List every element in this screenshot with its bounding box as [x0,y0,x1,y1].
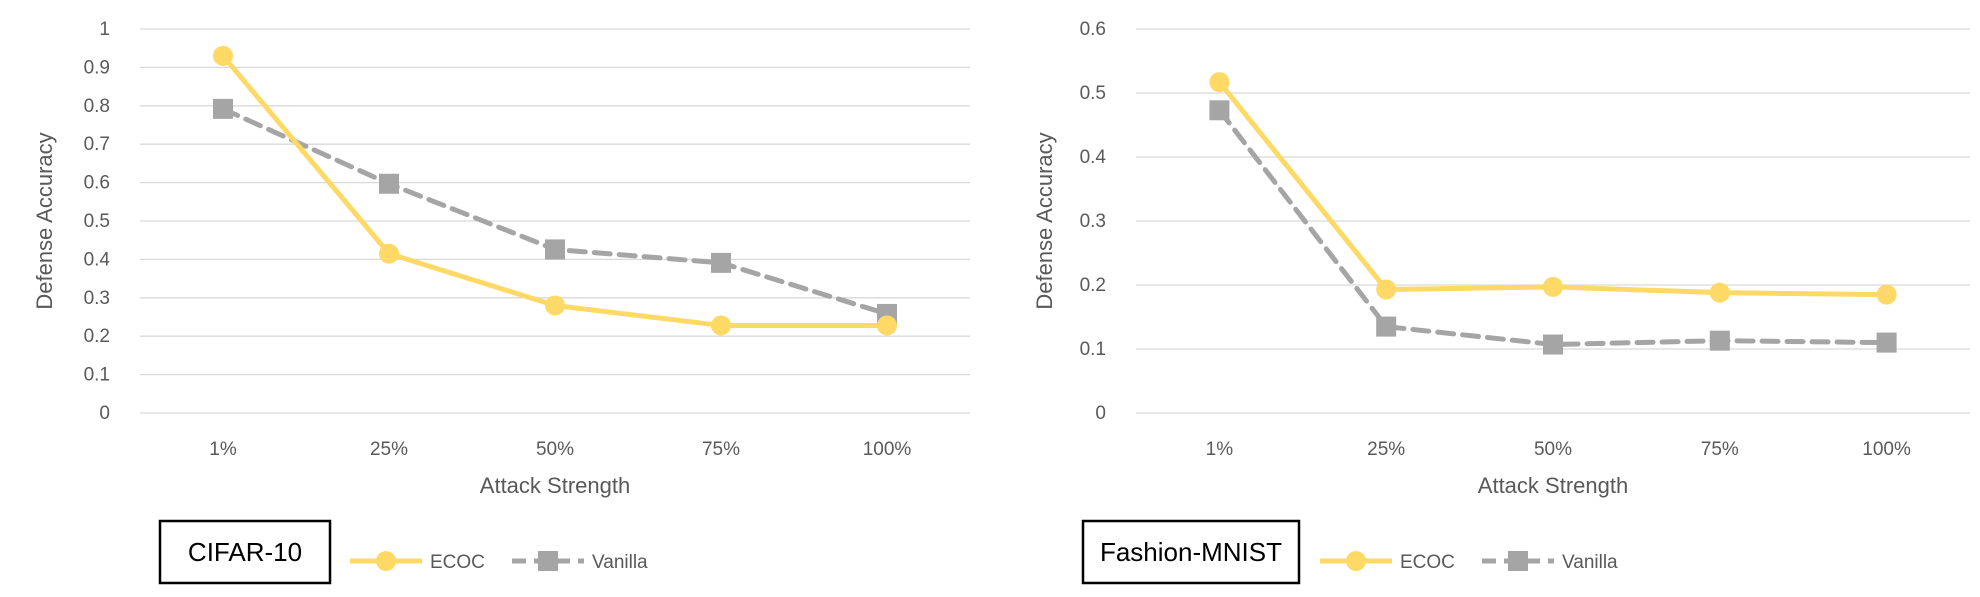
data-point-ecoc-100pct [1876,284,1897,305]
y-axis-title: Defense Accuracy [32,132,57,309]
dataset-label: CIFAR-10 [188,537,302,567]
legend-label-vanilla: Vanilla [1562,552,1618,573]
y-tick-label: 0.2 [84,326,110,347]
series-line-ecoc [1216,79,1890,298]
legend-marker-ecoc [1346,551,1366,571]
data-point-ecoc-100pct [877,315,897,336]
y-tick-label: 0.6 [84,173,110,194]
y-tick-label: 0.1 [84,365,110,386]
x-tick-label: 1% [209,439,237,460]
data-point-ecoc-1pct [1209,72,1230,93]
data-point-vanilla-75pct [1709,330,1730,351]
y-tick-label: 1 [99,19,110,40]
data-point-vanilla-1pct [1209,100,1230,121]
data-point-ecoc-1pct [213,45,233,66]
x-tick-label: 25% [370,439,408,460]
y-tick-label: 0.3 [84,288,110,309]
legend-label-ecoc: ECOC [430,552,485,573]
y-tick-label: 0.5 [1080,83,1106,104]
x-tick-label: 1% [1206,439,1234,460]
data-point-ecoc-50pct [545,295,565,316]
y-tick-label: 0.2 [1080,275,1106,296]
data-point-vanilla-50pct [545,239,565,260]
data-point-ecoc-25pct [1376,279,1397,300]
legend-marker-vanilla [1508,551,1528,571]
series-line-ecoc [220,53,890,328]
data-point-vanilla-25pct [379,173,399,194]
y-tick-label: 0.5 [84,211,110,232]
series-line-vanilla [1216,107,1890,348]
y-tick-label: 0.4 [1080,147,1107,168]
legend-marker-ecoc [376,551,396,571]
dataset-label: Fashion-MNIST [1100,537,1282,567]
y-tick-label: 0.4 [84,249,111,270]
dataset-label-box [158,519,332,585]
x-tick-label: 25% [1367,439,1405,460]
y-tick-label: 0.6 [1080,19,1106,40]
series-line-vanilla [220,106,890,317]
y-tick-label: 0 [99,403,110,424]
y-tick-label: 0.8 [84,96,110,117]
data-point-vanilla-50pct [1543,334,1563,355]
x-tick-label: 75% [702,439,740,460]
x-tick-label: 100% [863,439,912,460]
dataset-label-box [1081,519,1301,585]
y-tick-label: 0.3 [1080,211,1106,232]
legend-label-ecoc: ECOC [1400,552,1455,573]
chart-panel-fashion-mnist: 0 0.1 0.2 0.3 0.4 0.5 0.6 1% 25% 50% 75% 100% Attack… [1032,19,1970,585]
x-axis-title: Attack Strength [1478,473,1628,498]
y-tick-label: 0.9 [84,57,110,78]
legend-label-vanilla: Vanilla [592,552,648,573]
data-point-ecoc-25pct [379,243,399,264]
data-point-vanilla-75pct [711,252,731,273]
legend-marker-vanilla [538,551,558,571]
data-point-ecoc-75pct [1709,282,1730,303]
data-point-vanilla-25pct [1376,316,1397,337]
x-tick-label: 75% [1701,439,1739,460]
data-point-ecoc-75pct [711,315,731,336]
data-point-vanilla-100pct [1876,332,1897,353]
chart-panel-cifar10: 0 0.1 0.2 0.3 0.4 0.5 0.6 0.7 0.8 0.9 1 1% 25% 50% 75%… [32,19,970,585]
y-tick-label: 0.1 [1080,339,1106,360]
data-point-ecoc-50pct [1543,276,1563,297]
x-axis-title: Attack Strength [480,473,630,498]
x-tick-label: 50% [536,439,574,460]
x-tick-label: 100% [1862,439,1911,460]
x-tick-label: 50% [1534,439,1572,460]
y-axis-title: Defense Accuracy [1032,132,1057,309]
y-tick-label: 0 [1095,403,1106,424]
data-point-vanilla-1pct [213,98,233,119]
y-tick-label: 0.7 [84,134,110,155]
